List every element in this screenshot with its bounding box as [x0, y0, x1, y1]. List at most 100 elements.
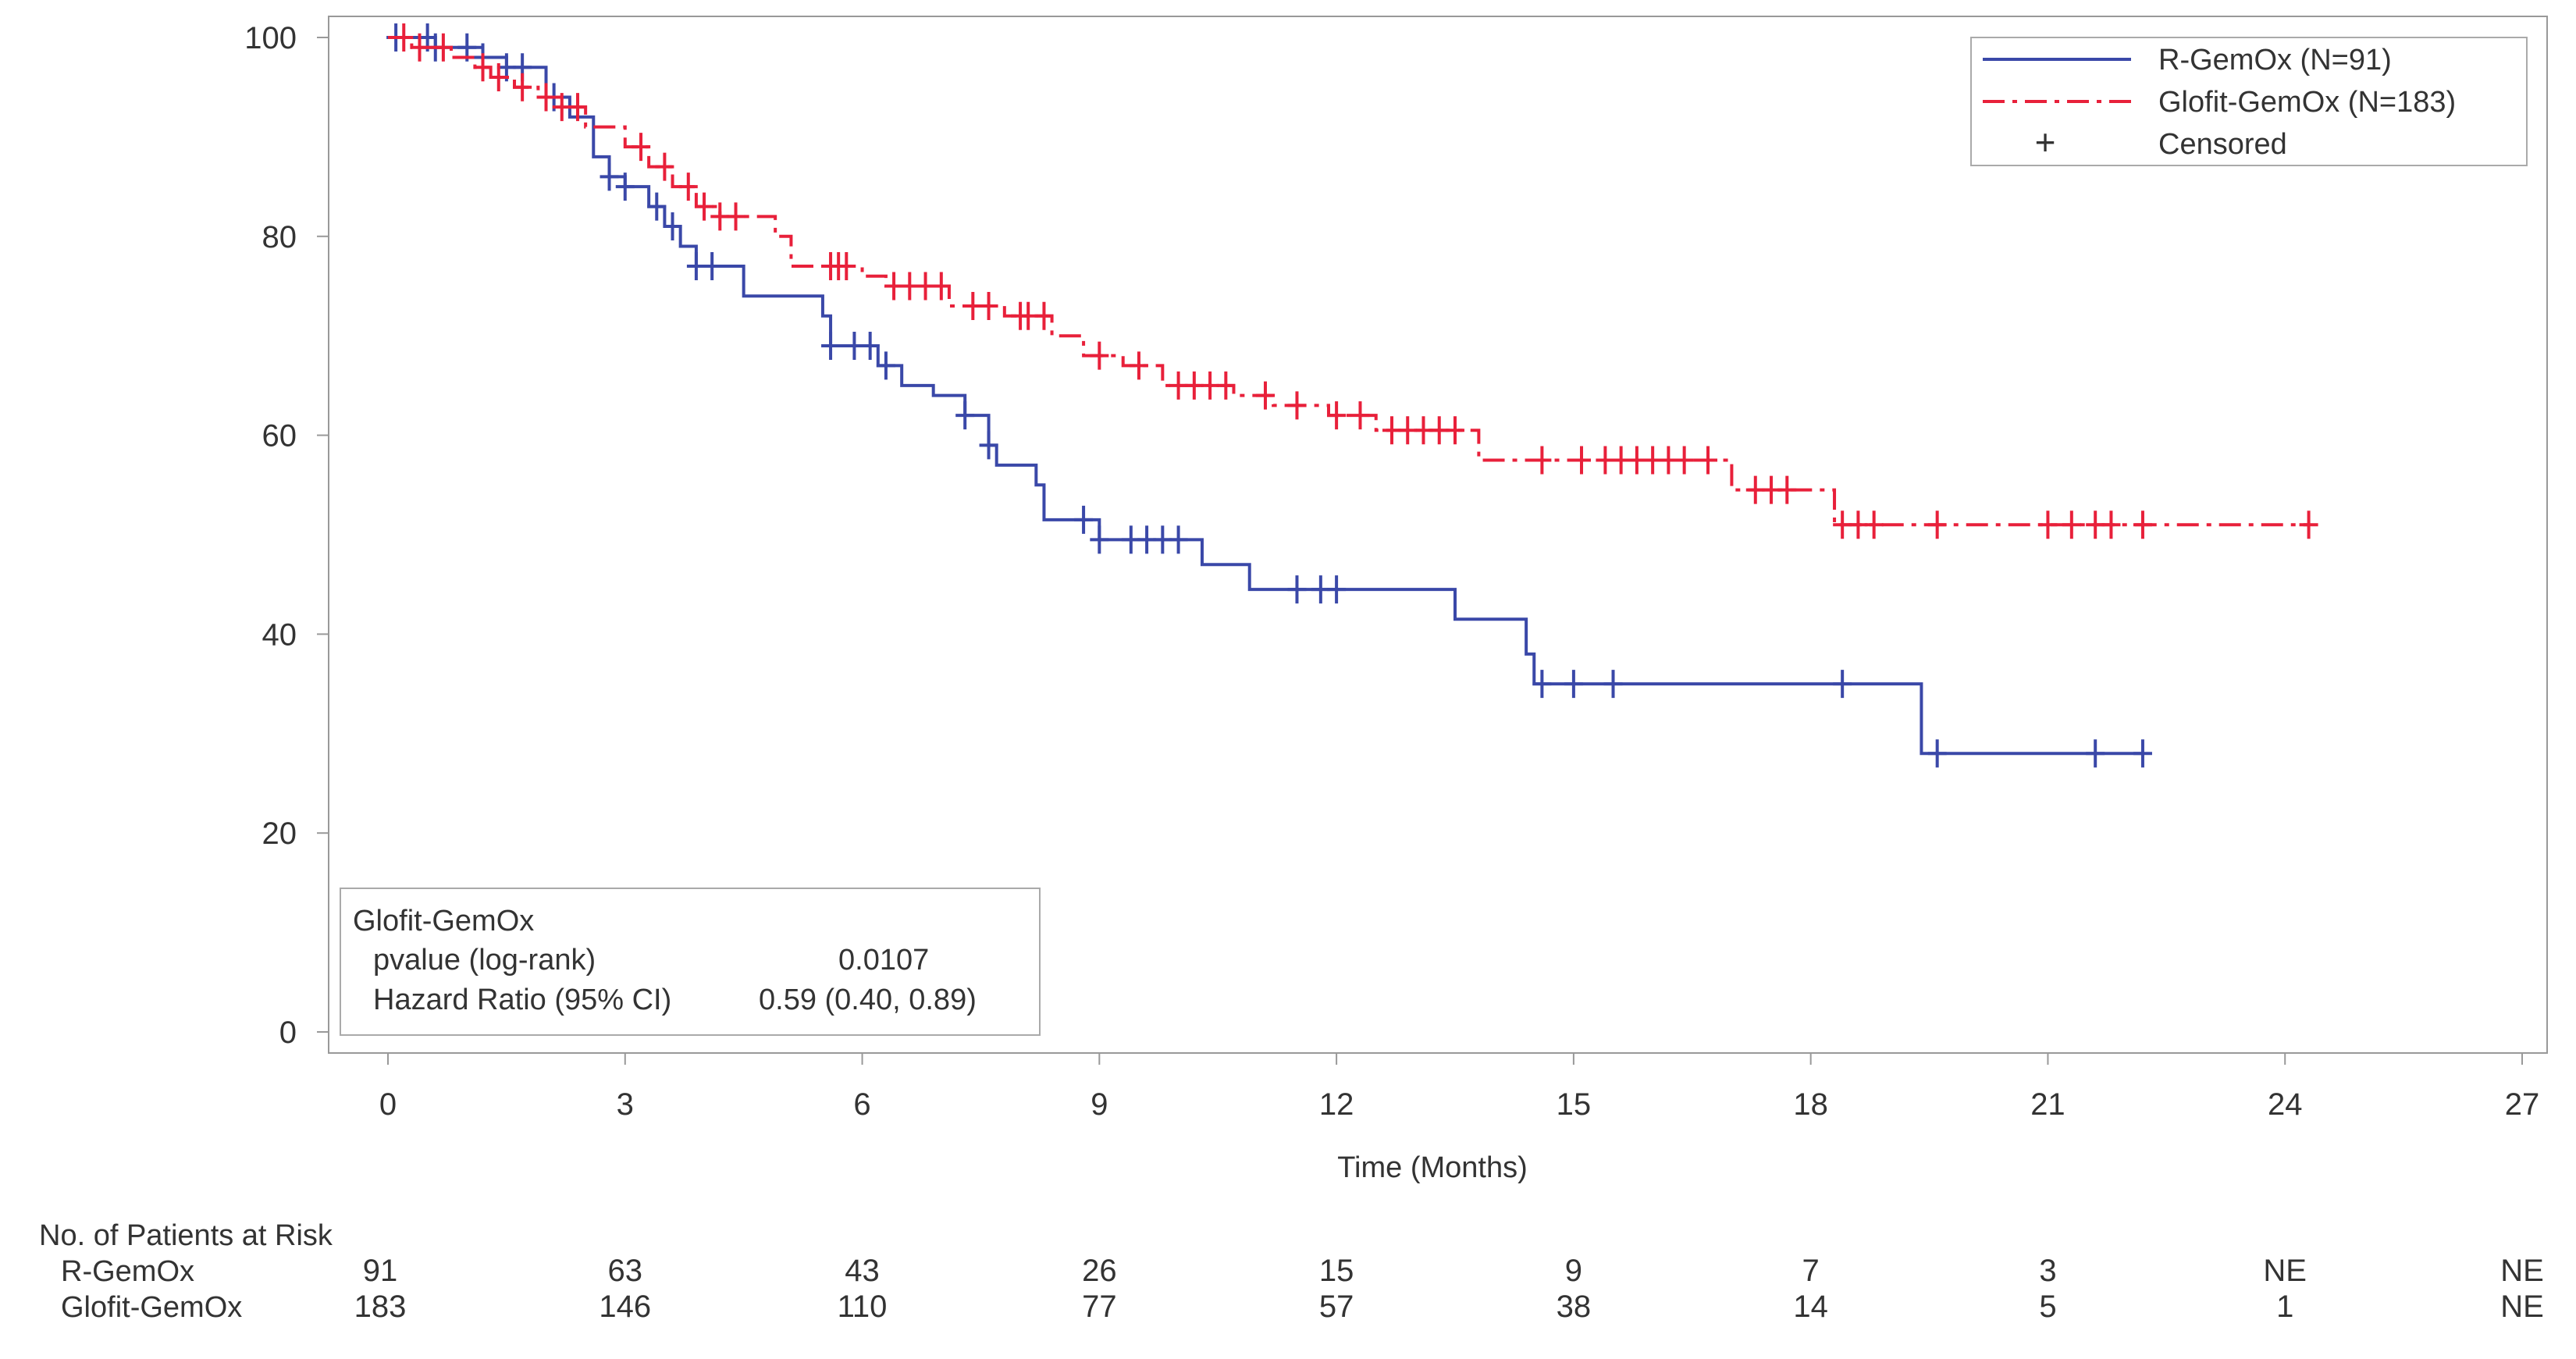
censor-mark	[1287, 391, 1307, 420]
censor-mark	[1659, 446, 1678, 475]
censor-mark	[394, 23, 414, 52]
stats-box: Glofit-GemOx pvalue (log-rank) 0.0107 Ha…	[340, 888, 1041, 1036]
risk-value: 9	[1565, 1254, 1582, 1288]
censor-mark	[410, 33, 429, 62]
x-axis-label: Time (Months)	[1337, 1151, 1528, 1184]
risk-value: 110	[838, 1290, 888, 1324]
censor-mark	[2038, 511, 2058, 539]
censor-mark	[726, 202, 745, 231]
censor-mark	[632, 133, 651, 162]
censor-mark	[1398, 416, 1418, 445]
x-tick-label: 24	[2268, 1087, 2303, 1122]
censor-mark	[678, 173, 698, 201]
censor-mark	[2086, 511, 2105, 539]
censor-mark	[1848, 511, 1868, 539]
censor-mark	[2101, 511, 2121, 539]
censor-mark	[1201, 371, 1220, 400]
censor-mark	[2299, 511, 2318, 539]
censor-mark	[1927, 511, 1947, 539]
y-tick-label: 60	[262, 419, 297, 454]
censor-mark	[663, 212, 682, 241]
risk-value: 63	[608, 1254, 643, 1288]
risk-row-label: Glofit-GemOx	[61, 1291, 242, 1324]
censor-mark	[1153, 525, 1172, 554]
censor-mark	[536, 83, 556, 112]
x-tick-label: 6	[853, 1087, 870, 1122]
censor-mark	[686, 252, 706, 281]
censor-mark	[1596, 446, 1615, 475]
risk-value: 38	[1557, 1290, 1592, 1324]
x-tick-label: 0	[379, 1087, 397, 1122]
censor-mark	[1572, 446, 1592, 475]
censor-mark	[979, 291, 998, 320]
risk-value: 43	[845, 1254, 880, 1288]
risk-value: NE	[2500, 1290, 2544, 1324]
risk-value: 7	[1802, 1254, 1820, 1288]
censor-mark	[695, 192, 714, 221]
censor-mark	[1216, 371, 1236, 400]
censor-mark	[1184, 371, 1204, 400]
censor-mark	[1327, 401, 1347, 430]
x-tick-label: 15	[1557, 1087, 1592, 1122]
censor-mark	[955, 401, 975, 430]
y-tick-label: 80	[262, 220, 297, 254]
censor-mark	[1090, 341, 1109, 370]
axes: 0 3 6 9 12 15 18 21 24 27 0 20 40 60 80 100	[244, 21, 2539, 1122]
censor-mark	[837, 252, 856, 281]
censor-mark	[615, 173, 635, 201]
risk-table-title: No. of Patients at Risk	[39, 1219, 333, 1252]
censor-mark	[1414, 416, 1433, 445]
censor-mark	[1090, 525, 1109, 554]
censor-mark	[1074, 505, 1094, 534]
legend: R-GemOx (N=91) Glofit-GemOx (N=183) + Ce…	[1970, 37, 2528, 166]
censor-mark	[884, 272, 904, 301]
censor-mark	[1137, 525, 1157, 554]
censor-mark	[489, 62, 508, 91]
censor-mark	[513, 73, 532, 101]
plot-frame	[328, 16, 2548, 1054]
x-tick-label: 9	[1091, 1087, 1108, 1122]
legend-censored: Censored	[2158, 128, 2287, 161]
censor-mark	[845, 331, 864, 360]
censor-mark	[710, 202, 730, 231]
censor-mark	[1611, 446, 1631, 475]
censor-mark	[1564, 670, 1583, 699]
censor-mark	[876, 351, 895, 380]
censor-mark	[931, 272, 951, 301]
censor-mark	[1745, 475, 1765, 504]
censor-mark	[433, 33, 453, 62]
censor-mark	[1169, 525, 1188, 554]
censor-mark	[900, 272, 920, 301]
censor-mark	[1762, 475, 1781, 504]
censor-mark	[1327, 575, 1347, 604]
risk-row-label: R-GemOx	[61, 1255, 194, 1288]
censor-mark	[1287, 575, 1307, 604]
censor-mark	[1927, 739, 1947, 768]
censor-mark	[1699, 446, 1718, 475]
censor-mark	[1833, 511, 1852, 539]
censor-mark	[568, 93, 588, 122]
censor-mark	[1019, 301, 1038, 330]
censor-mark	[1382, 416, 1401, 445]
legend-glofit-gemox: Glofit-GemOx (N=183)	[2158, 86, 2456, 119]
censor-mark	[1121, 525, 1140, 554]
censor-mark	[1833, 670, 1852, 699]
censor-mark	[1255, 381, 1275, 410]
curves	[386, 23, 2318, 768]
censor-mark	[1777, 475, 1797, 504]
risk-value: 91	[363, 1254, 398, 1288]
risk-value: 26	[1082, 1254, 1117, 1288]
censor-mark	[860, 331, 880, 360]
censor-mark	[1311, 575, 1330, 604]
x-tick-label: 3	[617, 1087, 634, 1122]
censor-mark	[473, 53, 493, 82]
censor-mark	[655, 152, 674, 181]
censor-mark	[1034, 301, 1054, 330]
censor-mark	[1532, 446, 1552, 475]
censor-mark	[2062, 511, 2081, 539]
x-tick-label: 21	[2030, 1087, 2065, 1122]
stats-title: Glofit-GemOx	[353, 905, 534, 937]
censor-mark	[1169, 371, 1188, 400]
hr-label: Hazard Ratio (95% CI)	[373, 984, 671, 1016]
censor-mark	[703, 252, 722, 281]
